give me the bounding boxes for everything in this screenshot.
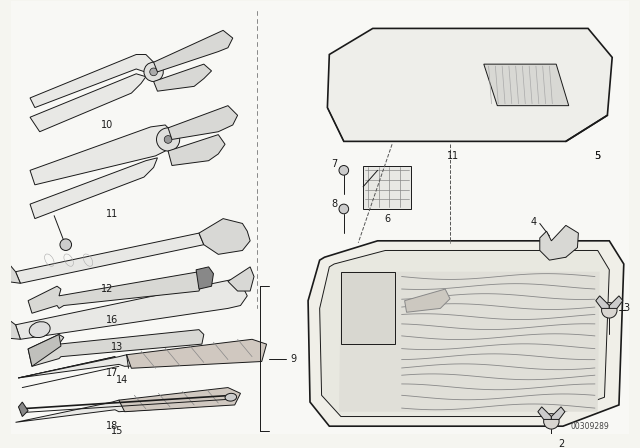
Polygon shape [319,250,609,417]
Circle shape [157,128,180,151]
Polygon shape [127,339,267,368]
Circle shape [164,136,172,143]
Text: 9: 9 [291,353,297,364]
Text: 17: 17 [106,368,118,378]
Text: 4: 4 [531,216,537,227]
Polygon shape [30,74,146,132]
Polygon shape [30,55,161,108]
Circle shape [150,68,157,76]
Polygon shape [552,407,565,419]
Polygon shape [341,272,395,344]
Polygon shape [30,158,157,219]
Polygon shape [540,225,579,260]
Text: 6: 6 [384,214,390,224]
Polygon shape [154,30,233,72]
Polygon shape [168,106,237,139]
Text: 10: 10 [101,120,113,130]
Polygon shape [15,389,237,422]
Polygon shape [538,407,552,419]
Polygon shape [168,134,225,165]
Text: 5: 5 [595,151,601,161]
Text: 8: 8 [331,199,337,209]
Text: 3: 3 [624,303,630,314]
Text: 15: 15 [111,426,123,436]
Text: 12: 12 [101,284,113,294]
Text: 1: 1 [447,151,453,161]
Polygon shape [19,402,28,417]
Text: 00309289: 00309289 [571,422,609,431]
Text: 11: 11 [106,209,118,219]
Circle shape [144,62,163,82]
Polygon shape [228,267,254,291]
Polygon shape [30,125,180,185]
Circle shape [339,204,349,214]
Text: 7: 7 [331,159,337,168]
Polygon shape [609,296,623,308]
Text: 14: 14 [116,375,128,385]
Polygon shape [199,219,250,254]
Polygon shape [19,341,257,378]
Text: 16: 16 [106,315,118,325]
Ellipse shape [29,322,50,338]
Text: 1: 1 [452,151,458,161]
Polygon shape [404,289,450,312]
Polygon shape [339,272,600,412]
Text: 2: 2 [558,439,564,448]
Polygon shape [3,260,20,283]
Polygon shape [596,296,609,308]
Polygon shape [28,335,61,366]
Polygon shape [484,64,569,106]
Polygon shape [15,280,247,339]
Polygon shape [119,388,241,412]
Polygon shape [308,241,624,426]
Circle shape [60,239,72,250]
Circle shape [339,165,349,175]
Text: 18: 18 [106,421,118,431]
Polygon shape [28,330,204,366]
Polygon shape [328,28,612,142]
Circle shape [543,414,559,429]
Text: 5: 5 [595,151,601,161]
Polygon shape [15,233,204,283]
Text: 13: 13 [111,342,123,352]
Polygon shape [28,272,204,313]
Polygon shape [196,267,214,289]
Circle shape [602,302,617,318]
Polygon shape [0,310,20,339]
Ellipse shape [225,393,237,401]
Polygon shape [154,64,212,91]
Polygon shape [363,165,412,209]
